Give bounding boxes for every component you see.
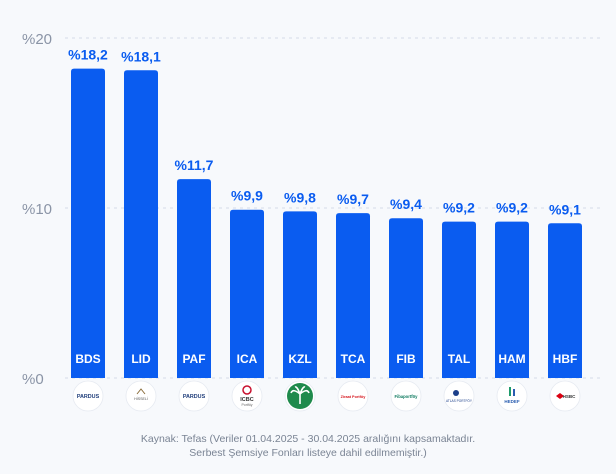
hedef-logo: HEDEF	[496, 380, 528, 412]
bar-tca	[336, 213, 370, 378]
fiba-logo: Fibaportföy	[390, 380, 422, 412]
logo-text: Portföy	[241, 403, 252, 407]
category-label: TAL	[448, 352, 470, 366]
value-label: %9,2	[496, 200, 528, 216]
logo-disc	[178, 380, 210, 412]
logo-disc	[390, 380, 422, 412]
category-label: HAM	[498, 352, 525, 366]
bar-fib	[389, 218, 423, 378]
value-label: %9,2	[443, 200, 475, 216]
category-label: LID	[131, 352, 151, 366]
logo-disc	[72, 380, 104, 412]
logo-text: ATLAS PORTFÖY	[446, 399, 473, 403]
bar-kzl	[283, 211, 317, 378]
logo-mark	[242, 385, 252, 395]
value-label: %18,2	[68, 47, 108, 63]
logo-mark	[556, 393, 564, 399]
logo-disc	[231, 380, 263, 412]
logo-text: HİSSELİ	[134, 396, 148, 401]
value-label: %11,7	[175, 157, 214, 173]
category-label: TCA	[341, 352, 366, 366]
value-label: %18,1	[121, 48, 161, 64]
value-label: %9,9	[231, 188, 263, 204]
bar-paf	[177, 179, 211, 378]
y-tick-label: %20	[22, 31, 52, 48]
logo-disc	[443, 380, 475, 412]
source-note-line-2: Serbest Şemsiye Fonları listeye dahil ed…	[189, 447, 427, 459]
logo-mark	[509, 387, 511, 396]
value-label: %9,8	[284, 189, 316, 205]
logo-text: Ziraat Portföy	[341, 395, 367, 399]
logo-mark	[453, 390, 459, 396]
logo-text: Fibaportföy	[394, 394, 418, 399]
category-label: PAF	[182, 352, 205, 366]
bar-hbf	[548, 223, 582, 378]
bar-ica	[230, 209, 264, 378]
pardus-logo: PARDUS	[72, 380, 104, 412]
palm-mark	[290, 386, 310, 404]
y-tick-label: %10	[22, 201, 52, 218]
ziraat-logo: Ziraat Portföy	[337, 380, 369, 412]
category-label: FIB	[396, 352, 416, 366]
hsbc-logo: HSBC	[549, 380, 581, 412]
logo-text: HSBC	[563, 394, 577, 399]
source-note-line-1: Kaynak: Tefas (Veriler 01.04.2025 - 30.0…	[140, 433, 476, 445]
logo-disc	[549, 380, 581, 412]
atlas-logo: ATLAS PORTFÖY	[443, 380, 475, 412]
logo-mark	[513, 389, 515, 396]
logo-disc	[496, 380, 528, 412]
logo-disc	[125, 380, 157, 412]
kuveyt-turk-logo	[284, 380, 316, 412]
bar-tal	[442, 221, 476, 378]
category-label: BDS	[75, 352, 100, 366]
value-label: %9,4	[390, 196, 422, 212]
logo-mark	[136, 388, 146, 395]
value-label: %9,1	[549, 201, 581, 217]
bar-bds	[71, 68, 105, 378]
logo-text: HEDEF	[504, 399, 520, 404]
category-label: ICA	[237, 352, 258, 366]
category-label: KZL	[288, 352, 311, 366]
logo-text: PARDUS	[77, 394, 100, 400]
pardus-logo: PARDUS	[178, 380, 210, 412]
logo-text: PARDUS	[183, 394, 206, 400]
bar-ham	[495, 221, 529, 378]
logo-text: ICBC	[240, 397, 253, 403]
y-tick-label: %0	[22, 371, 44, 388]
hisseli-logo: HİSSELİ	[125, 380, 157, 412]
category-label: HBF	[553, 352, 578, 366]
logo-disc	[337, 380, 369, 412]
bar-lid	[124, 70, 158, 379]
value-label: %9,7	[337, 191, 369, 207]
